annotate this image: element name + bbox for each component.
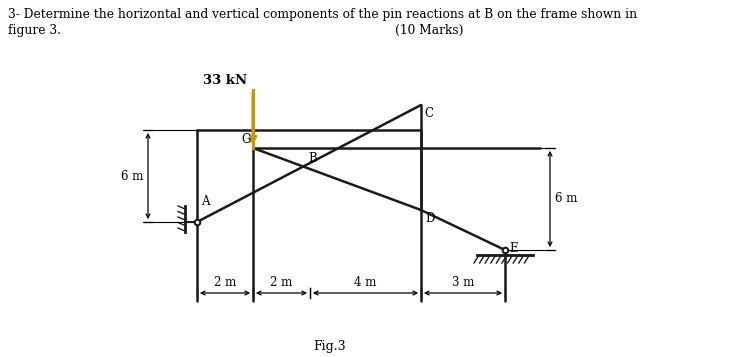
Text: G: G [242, 133, 251, 146]
Text: 6 m: 6 m [555, 192, 577, 206]
Text: (10 Marks): (10 Marks) [395, 24, 464, 37]
Text: figure 3.: figure 3. [8, 24, 61, 37]
Text: A: A [201, 195, 209, 208]
Text: B: B [308, 151, 317, 165]
Text: 6 m: 6 m [121, 170, 143, 182]
Text: E: E [509, 241, 518, 255]
Text: 33 kN: 33 kN [203, 74, 247, 87]
Text: 2 m: 2 m [270, 276, 292, 289]
Text: 3 m: 3 m [452, 276, 474, 289]
Text: 3- Determine the horizontal and vertical components of the pin reactions at B on: 3- Determine the horizontal and vertical… [8, 8, 637, 21]
Text: D: D [425, 212, 434, 225]
Text: 4 m: 4 m [355, 276, 377, 289]
Text: 2 m: 2 m [214, 276, 236, 289]
Text: C: C [424, 107, 433, 120]
Text: Fig.3: Fig.3 [314, 340, 347, 353]
